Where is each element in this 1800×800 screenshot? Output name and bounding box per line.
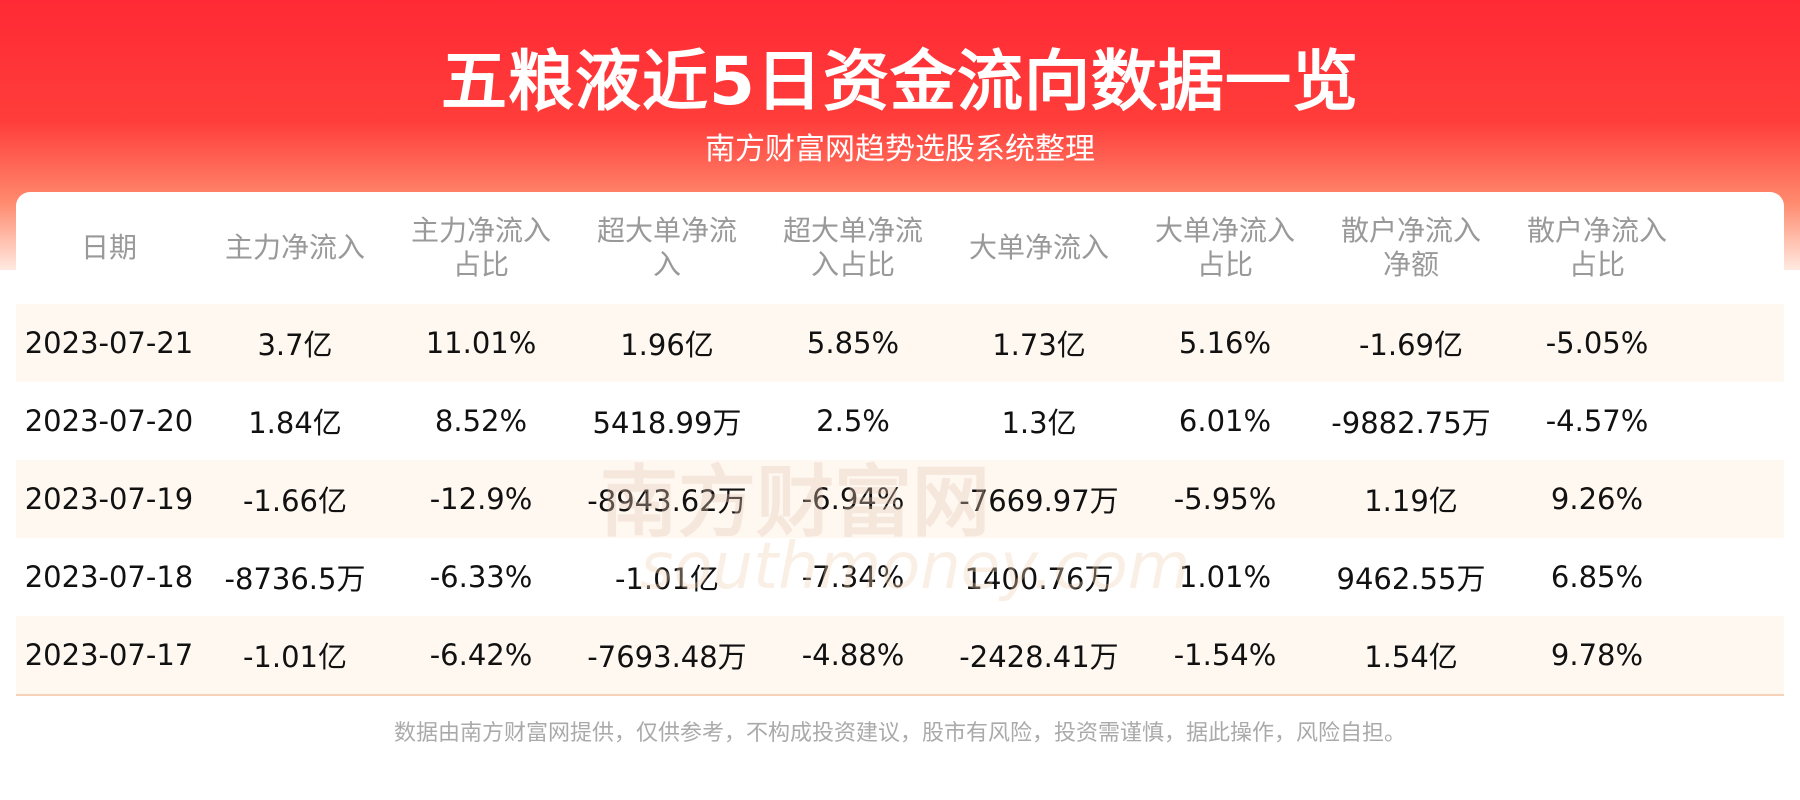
- header-text: 主力净流入: [224, 231, 365, 264]
- table-cell: 1.84亿: [248, 406, 342, 440]
- table-cell: -8943.62万: [587, 484, 747, 518]
- header-text: 大单净流入: [968, 231, 1109, 264]
- watermark-domain: southmoney.com: [640, 530, 1191, 604]
- table-cell: -8736.5万: [224, 562, 366, 596]
- table-cell: -1.69亿: [1358, 328, 1464, 362]
- table-cell: -1.01亿: [614, 562, 720, 596]
- table-row: 2023-07-18 -8736.5万 -6.33% -1.01亿 -7.34% 1400…: [16, 538, 1784, 616]
- header-cell: 主力净流入占比: [388, 214, 574, 282]
- header-cell: 散户净流入净额: [1318, 214, 1504, 282]
- header-cell: 主力净流入: [202, 231, 388, 265]
- table-cell: 2023-07-20: [24, 404, 194, 438]
- table-cell: 1.54亿: [1364, 640, 1458, 674]
- table-cell: -7669.97万: [959, 484, 1119, 518]
- table-cell: 5.16%: [1178, 326, 1272, 360]
- header-text: 超大单净流入: [596, 214, 737, 281]
- table-row: 2023-07-21 3.7亿 11.01% 1.96亿 5.85% 1.73亿 5.16%…: [16, 304, 1784, 382]
- table-cell: 9.26%: [1550, 482, 1644, 516]
- header-text: 大单净流入占比: [1154, 214, 1295, 281]
- table-cell: 9462.55万: [1336, 562, 1486, 596]
- table-cell: 11.01%: [425, 326, 537, 360]
- header-text: 日期: [80, 231, 137, 264]
- header-cell: 大单净流入占比: [1132, 214, 1318, 282]
- table-cell: -1.54%: [1173, 638, 1277, 672]
- table-cell: -1.01亿: [242, 640, 348, 674]
- table-cell: -5.05%: [1545, 326, 1649, 360]
- header-text: 超大单净流入占比: [782, 214, 923, 281]
- table-cell: 8.52%: [434, 404, 528, 438]
- watermark: 南方财富网: [600, 458, 991, 548]
- table-cell: -6.33%: [429, 560, 533, 594]
- header-cell: 超大单净流入占比: [760, 214, 946, 282]
- subtitle: 南方财富网趋势选股系统整理: [705, 132, 1095, 167]
- header-text: 主力净流入占比: [410, 214, 551, 281]
- header-cell: 大单净流入: [946, 231, 1132, 265]
- table-row: 2023-07-19 -1.66亿 -12.9% -8943.62万 -6.94% -76…: [16, 460, 1784, 538]
- table-cell: 2023-07-17: [24, 638, 194, 672]
- table-cell: 2023-07-18: [24, 560, 194, 594]
- header-cell: 散户净流入占比: [1504, 214, 1690, 282]
- table-cell: -6.94%: [801, 482, 905, 516]
- table-cell: 1.19亿: [1364, 484, 1458, 518]
- table-row: 2023-07-17 -1.01亿 -6.42% -7693.48万 -4.88% -24…: [16, 616, 1784, 694]
- table-cell: 1.3亿: [1001, 406, 1077, 440]
- table-cell: 1.01%: [1178, 560, 1272, 594]
- table-cell: -1.66亿: [242, 484, 348, 518]
- table-cell: 1.96亿: [620, 328, 714, 362]
- table-cell: -2428.41万: [959, 640, 1119, 674]
- table: 日期 主力净流入 主力净流入占比 超大单净流入 超大单净流入占比 大单净流入 大单净流入占比…: [16, 192, 1784, 696]
- disclaimer: 数据由南方财富网提供，仅供参考，不构成投资建议，股市有风险，投资需谨慎，据此操作…: [393, 721, 1406, 746]
- table-cell: 2023-07-19: [24, 482, 194, 516]
- table-cell: 1400.76万: [964, 562, 1114, 596]
- table-cell: -5.95%: [1173, 482, 1277, 516]
- title: 五粮液近5日资金流向数据一览: [441, 43, 1359, 120]
- header-row: 日期 主力净流入 主力净流入占比 超大单净流入 超大单净流入占比 大单净流入 大单净流入占比…: [16, 192, 1784, 304]
- table-cell: -7693.48万: [587, 640, 747, 674]
- header-text: 散户净流入净额: [1340, 214, 1481, 281]
- table-cell: 5.85%: [806, 326, 900, 360]
- table-cell: 1.73亿: [992, 328, 1086, 362]
- header-cell: 超大单净流入: [574, 214, 760, 282]
- table-cell: -7.34%: [801, 560, 905, 594]
- table-cell: 6.01%: [1178, 404, 1272, 438]
- table-cell: -4.57%: [1545, 404, 1649, 438]
- table-cell: -4.88%: [801, 638, 905, 672]
- table-cell: 6.85%: [1550, 560, 1644, 594]
- header-text: 散户净流入占比: [1526, 214, 1667, 281]
- table-cell: -12.9%: [429, 482, 533, 516]
- table-cell: 5418.99万: [592, 406, 742, 440]
- table-row: 2023-07-20 1.84亿 8.52% 5418.99万 2.5% 1.3亿 6.01…: [16, 382, 1784, 460]
- table-cell: 9.78%: [1550, 638, 1644, 672]
- table-cell: 3.7亿: [257, 328, 333, 362]
- table-cell: -9882.75万: [1331, 406, 1491, 440]
- table-cell: 2023-07-21: [24, 326, 194, 360]
- header-cell: 日期: [16, 231, 202, 265]
- table-cell: -6.42%: [429, 638, 533, 672]
- table-cell: 2.5%: [816, 404, 890, 438]
